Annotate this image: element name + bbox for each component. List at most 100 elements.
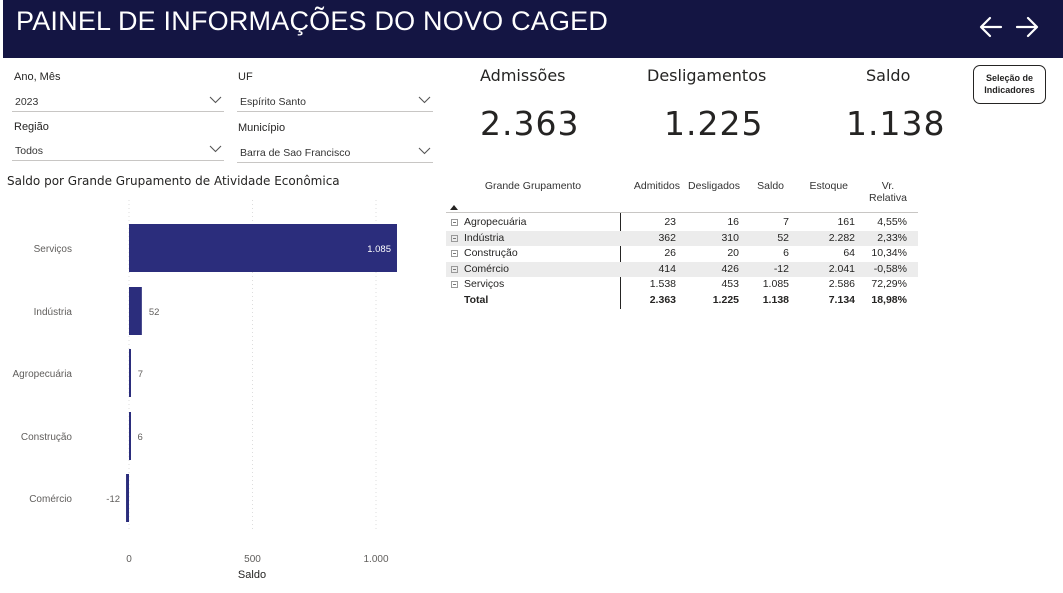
cell-admitidos: 1.538 xyxy=(649,278,676,291)
bar-chart: 0 500 1.000 Serviços 1.085 Indústria 52 Agropec… xyxy=(13,200,397,581)
x-tick-label: 500 xyxy=(244,554,261,565)
slicer-municipio[interactable]: Barra de Sao Francisco xyxy=(237,143,433,163)
data-label: 6 xyxy=(137,432,142,443)
card-value-desligamentos: 1.225 xyxy=(664,104,764,143)
x-tick-label: 0 xyxy=(126,554,132,565)
cell-desligados: 426 xyxy=(721,262,739,275)
header-bar: PAINEL DE INFORMAÇÕES DO NOVO CAGED xyxy=(3,0,1063,58)
table-row[interactable] xyxy=(446,230,918,247)
table-row[interactable] xyxy=(446,261,918,278)
expand-icon[interactable] xyxy=(451,265,458,273)
sort-ascending-icon[interactable] xyxy=(450,205,458,211)
cell-desligados: 16 xyxy=(727,216,739,228)
slicer-value-ano-mes: 2023 xyxy=(15,96,39,108)
bar[interactable] xyxy=(129,349,131,397)
chevron-down-icon xyxy=(418,147,431,155)
cell-estoque: 2.586 xyxy=(828,278,855,291)
expand-icon[interactable] xyxy=(451,234,458,242)
cell-estoque: 7.134 xyxy=(828,294,855,306)
slicer-value-uf: Espírito Santo xyxy=(240,96,306,108)
card-value-saldo: 1.138 xyxy=(846,104,946,143)
x-axis-title: Saldo xyxy=(238,569,266,581)
col-header-admitidos[interactable]: Admitidos xyxy=(633,180,680,192)
col-header-saldo[interactable]: Saldo xyxy=(757,180,784,192)
col-header-desligados[interactable]: Desligados xyxy=(688,180,740,192)
slicer-ano-mes[interactable]: 2023 xyxy=(12,92,224,112)
expand-icon[interactable] xyxy=(451,250,458,258)
selecao-indicadores-button[interactable]: Seleção de Indicadores xyxy=(973,65,1046,104)
chevron-down-icon xyxy=(209,145,222,153)
expand-icon[interactable] xyxy=(451,219,458,226)
card-label-admissoes: Admissões xyxy=(480,66,566,85)
cell-estoque: 2.282 xyxy=(828,231,855,244)
cell-admitidos: 414 xyxy=(658,262,676,275)
col-header-vr-line2: Relativa xyxy=(869,192,907,204)
row-name: Agropecuária xyxy=(464,216,527,228)
data-label: 7 xyxy=(138,369,143,380)
selecao-indicadores-line1: Seleção de xyxy=(985,73,1034,83)
cell-saldo: 1.085 xyxy=(762,278,789,291)
y-category-label: Agropecuária xyxy=(13,369,73,380)
data-label: -12 xyxy=(106,494,120,505)
chevron-down-icon xyxy=(418,96,431,104)
slicer-regiao[interactable]: Todos xyxy=(12,141,224,161)
slicer-uf[interactable]: Espírito Santo xyxy=(237,92,433,112)
cell-saldo: 6 xyxy=(783,247,789,260)
selecao-indicadores-line2: Indicadores xyxy=(984,85,1035,95)
cell-vr: 18,98% xyxy=(871,294,907,306)
cell-estoque: 64 xyxy=(843,247,855,260)
cell-desligados: 453 xyxy=(721,278,739,291)
slicer-value-regiao: Todos xyxy=(15,145,44,157)
row-name: Serviços xyxy=(464,278,505,291)
col-header-estoque[interactable]: Estoque xyxy=(809,180,848,192)
col-header-vr[interactable]: Vr. Relativa xyxy=(862,180,914,204)
card-value-admissoes: 2.363 xyxy=(480,104,580,143)
filter-label-municipio: Município xyxy=(238,122,286,134)
arrow-left-icon[interactable] xyxy=(978,12,1004,42)
cell-admitidos: 362 xyxy=(658,231,676,244)
cell-saldo: -12 xyxy=(773,262,789,275)
cell-desligados: 1.225 xyxy=(712,294,739,306)
x-tick-label: 1.000 xyxy=(363,554,388,565)
page-title: PAINEL DE INFORMAÇÕES DO NOVO CAGED xyxy=(16,6,609,36)
bar[interactable] xyxy=(129,287,142,335)
cell-desligados: 310 xyxy=(721,231,739,244)
cell-saldo: 7 xyxy=(783,216,789,228)
cell-estoque: 161 xyxy=(837,216,855,228)
filter-label-uf: UF xyxy=(238,71,253,83)
cell-vr: 10,34% xyxy=(871,247,907,260)
col-header-grupo[interactable]: Grande Grupamento xyxy=(484,180,582,192)
table-header-divider xyxy=(446,212,918,213)
data-label: 1.085 xyxy=(367,244,391,255)
expand-icon[interactable] xyxy=(451,281,458,289)
row-name: Indústria xyxy=(464,231,505,244)
chart-title: Saldo por Grande Grupamento de Atividade… xyxy=(7,174,340,188)
row-name: Construção xyxy=(464,247,518,260)
card-label-saldo: Saldo xyxy=(866,66,911,85)
y-category-label: Serviços xyxy=(34,244,72,255)
y-category-label: Indústria xyxy=(34,307,73,318)
y-category-label: Construção xyxy=(21,432,73,443)
cell-estoque: 2.041 xyxy=(828,262,855,275)
bar[interactable] xyxy=(129,224,397,272)
filter-label-regiao: Região xyxy=(14,121,49,133)
cell-admitidos: 2.363 xyxy=(649,294,676,306)
arrow-right-icon[interactable] xyxy=(1014,12,1040,42)
slicer-value-municipio: Barra de Sao Francisco xyxy=(240,147,351,159)
col-header-vr-line1: Vr. xyxy=(881,180,895,192)
cell-admitidos: 26 xyxy=(664,247,676,260)
table-column-divider xyxy=(620,213,621,309)
card-label-desligamentos: Desligamentos xyxy=(647,66,767,85)
data-label: 52 xyxy=(149,307,160,318)
cell-vr: 4,55% xyxy=(877,216,907,228)
total-row-label: Total xyxy=(464,294,489,306)
cell-admitidos: 23 xyxy=(664,216,676,228)
cell-saldo: 52 xyxy=(777,231,789,244)
cell-desligados: 20 xyxy=(727,247,739,260)
bar[interactable] xyxy=(129,412,131,460)
bar[interactable] xyxy=(126,474,129,522)
cell-vr: -0,58% xyxy=(873,262,907,275)
cell-vr: 72,29% xyxy=(871,278,907,291)
chevron-down-icon xyxy=(209,96,222,104)
filter-label-ano-mes: Ano, Mês xyxy=(14,71,61,83)
